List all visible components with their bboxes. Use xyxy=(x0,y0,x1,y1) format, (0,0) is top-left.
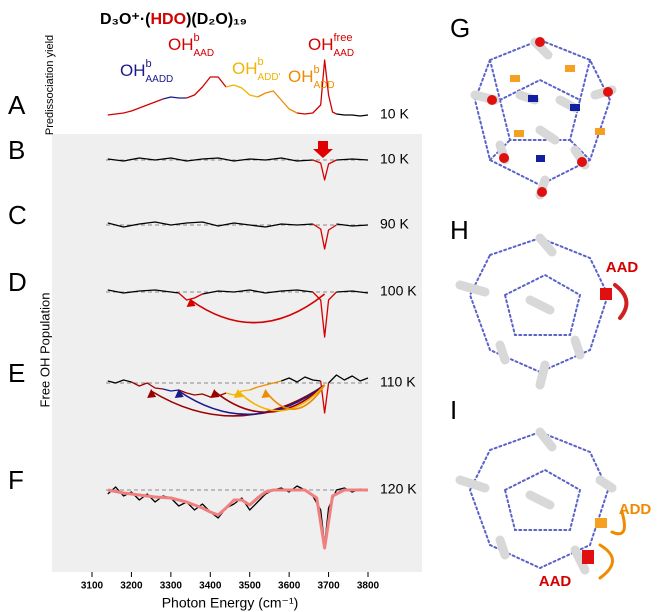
peak-label-base: OH xyxy=(168,35,194,54)
x-tick-label: 3400 xyxy=(199,581,222,592)
structure-note: ADD xyxy=(619,501,652,518)
x-tick-label: 3500 xyxy=(239,581,262,592)
structure-note: AAD xyxy=(606,259,639,276)
figure-title: D₃O⁺·(HDO)(D₂O)₁₉ xyxy=(100,11,247,28)
peak-label: OHb ADD xyxy=(288,64,335,91)
trace xyxy=(336,114,368,116)
peak-label: OHfree AAD xyxy=(308,32,354,59)
peak-label: OHb ADD' xyxy=(232,56,281,83)
temperature-label: 90 K xyxy=(380,216,409,232)
h-bonds xyxy=(475,40,610,185)
x-tick-label: 3200 xyxy=(120,581,143,592)
structure-h xyxy=(460,238,626,385)
trace xyxy=(226,85,258,97)
peak-label-sub: ADD xyxy=(314,80,335,91)
x-axis-label: Photon Energy (cm⁻¹) xyxy=(162,595,299,611)
panel-label: A xyxy=(8,90,26,120)
peak-label-sub: AADD xyxy=(146,74,174,85)
title-part: )(D₂O)₁₉ xyxy=(186,11,247,28)
structure-note: AAD xyxy=(539,573,572,590)
x-tick-label: 3100 xyxy=(81,581,104,592)
structure-i xyxy=(460,432,624,578)
temperature-label: 120 K xyxy=(380,481,417,497)
peak-label-base: OH xyxy=(232,59,258,78)
y-label-main: Free OH Population xyxy=(37,293,52,408)
y-label-top: Predissociation yield xyxy=(44,35,56,135)
peak-label-base: OH xyxy=(308,35,334,54)
panel-label: C xyxy=(8,200,27,230)
figure: D₃O⁺·(HDO)(D₂O)₁₉ Predissociation yield … xyxy=(0,0,660,612)
temperature-label: 110 K xyxy=(380,374,416,390)
panel-label: I xyxy=(450,395,457,425)
panel-label: D xyxy=(8,267,27,297)
x-tick-label: 3800 xyxy=(357,581,380,592)
trace xyxy=(258,91,297,113)
peak-label: OHb AADD xyxy=(120,58,173,85)
title-part: D₃O⁺·( xyxy=(100,11,151,28)
panel-background xyxy=(52,134,422,572)
title-part: HDO xyxy=(151,11,187,28)
panel-label: B xyxy=(8,135,25,165)
trace xyxy=(163,97,187,99)
peak-label-sub: AAD xyxy=(194,48,215,59)
trace xyxy=(187,77,226,98)
peak-label-sub: ADD' xyxy=(258,72,281,83)
structure-g xyxy=(475,37,613,197)
peak-label-sub: AAD xyxy=(334,48,355,59)
x-tick-label: 3300 xyxy=(160,581,183,592)
temperature-label: 10 K xyxy=(380,151,409,167)
sticks xyxy=(475,42,612,195)
trace xyxy=(108,99,163,115)
panel-label: G xyxy=(450,13,470,43)
peak-label-base: OH xyxy=(120,61,146,80)
peak-label-sup: b xyxy=(314,64,320,76)
peak-label-sup: b xyxy=(194,32,200,44)
peak-label: OHb AAD xyxy=(168,32,214,59)
atoms xyxy=(487,37,613,197)
peak-label-sup: b xyxy=(258,56,264,68)
x-tick-label: 3700 xyxy=(317,581,340,592)
panel-label: F xyxy=(8,465,24,495)
peak-label-base: OH xyxy=(288,67,314,86)
peak-label-sup: free xyxy=(334,32,353,44)
x-tick-label: 3600 xyxy=(278,581,301,592)
panel-label: H xyxy=(450,215,469,245)
temperature-label: 100 K xyxy=(380,283,417,299)
peak-label-sup: b xyxy=(146,58,152,70)
panel-label: E xyxy=(8,358,25,388)
temperature-label: 10 K xyxy=(380,106,409,122)
